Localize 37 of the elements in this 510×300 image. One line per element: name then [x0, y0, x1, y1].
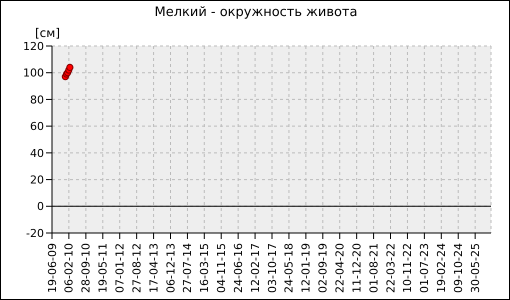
x-tick-label: 28-09-10: [80, 243, 93, 293]
x-tick-label: 22-03-22: [384, 243, 398, 293]
x-tick-label: 19-05-11: [96, 243, 110, 293]
y-tick-label: 80: [30, 93, 44, 106]
x-tick-label: 11-12-20: [350, 243, 364, 293]
x-tick-label: 03-10-17: [266, 243, 279, 293]
x-tick-label: 01-08-21: [367, 243, 380, 293]
y-tick-label: 40: [30, 146, 44, 160]
x-tick-label: 06-02-10: [62, 243, 76, 293]
y-axis-title: [см]: [35, 26, 60, 40]
x-tick-label: 24-05-18: [282, 243, 296, 293]
y-tick-label: 120: [23, 40, 44, 53]
x-tick-label: 27-08-12: [130, 243, 144, 293]
x-tick-label: 27-07-14: [181, 243, 194, 293]
chart-title: Мелкий - окружность живота: [154, 5, 358, 20]
x-tick-label: 01-07-23: [418, 243, 432, 293]
y-tick-label: 100: [23, 66, 44, 80]
x-tick-label: 17-04-13: [147, 243, 160, 293]
x-tick-label: 16-03-15: [198, 243, 212, 293]
x-tick-label: 19-02-24: [435, 243, 448, 293]
x-tick-label: 22-04-20: [334, 243, 347, 293]
x-tick-label: 02-09-19: [316, 243, 330, 293]
x-tick-label: 12-02-17: [248, 243, 262, 293]
x-tick-label: 19-06-09: [46, 243, 59, 293]
x-tick-label: 04-11-15: [215, 243, 228, 293]
x-tick-label: 07-01-12: [114, 243, 127, 293]
x-tick-label: 24-06-16: [232, 243, 245, 293]
x-tick-label: 06-12-13: [164, 243, 178, 293]
x-tick-label: 09-10-24: [452, 243, 466, 293]
x-tick-label: 10-11-22: [401, 243, 414, 293]
x-tick-label: 12-01-19: [300, 243, 313, 293]
y-tick-label: -20: [26, 226, 44, 240]
point: [66, 64, 74, 71]
y-tick-label: 20: [30, 173, 44, 186]
y-tick-label: 0: [37, 200, 44, 214]
y-tick-label: 60: [30, 120, 44, 134]
x-tick-label: 30-05-25: [468, 243, 482, 293]
